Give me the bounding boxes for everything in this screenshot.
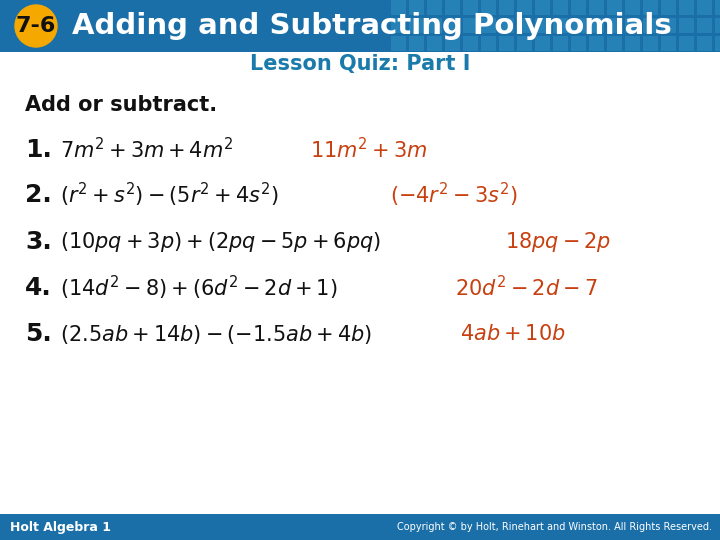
Text: Holt Algebra 1: Holt Algebra 1 [10, 521, 111, 534]
Bar [589, 18, 604, 33]
Bar [679, 0, 694, 15]
Bar [697, 18, 712, 33]
Bar [445, 36, 460, 51]
Bar [445, 0, 460, 15]
Bar [409, 36, 424, 51]
Bar [499, 0, 514, 15]
Bar [679, 36, 694, 51]
Bar [0, 514, 720, 540]
Bar [517, 0, 532, 15]
Bar [481, 0, 496, 15]
Bar [409, 18, 424, 33]
Bar [427, 0, 442, 15]
Bar [571, 18, 586, 33]
Bar [391, 18, 406, 33]
Bar [679, 18, 694, 33]
Bar [445, 18, 460, 33]
Text: $(r^2 + s^2) - (5r^2 + 4s^2)$: $(r^2 + s^2) - (5r^2 + 4s^2)$ [60, 181, 279, 209]
Text: $11m^2 + 3m$: $11m^2 + 3m$ [310, 137, 427, 163]
Text: $4ab + 10b$: $4ab + 10b$ [460, 324, 566, 344]
Text: $(10pq + 3p) + (2pq - 5p + 6pq)$: $(10pq + 3p) + (2pq - 5p + 6pq)$ [60, 230, 381, 254]
Bar [625, 0, 640, 15]
Bar [427, 36, 442, 51]
Bar [499, 18, 514, 33]
Bar [0, 0, 720, 52]
Text: Copyright © by Holt, Rinehart and Winston. All Rights Reserved.: Copyright © by Holt, Rinehart and Winsto… [397, 522, 712, 532]
Text: 1.: 1. [25, 138, 52, 162]
Text: 4.: 4. [25, 276, 52, 300]
Bar [661, 36, 676, 51]
Bar [715, 0, 720, 15]
Text: Adding and Subtracting Polynomials: Adding and Subtracting Polynomials [72, 12, 672, 40]
Bar [391, 0, 406, 15]
Bar [391, 36, 406, 51]
Bar [607, 36, 622, 51]
Bar [553, 0, 568, 15]
Bar [409, 0, 424, 15]
Text: 5.: 5. [25, 322, 52, 346]
Bar [715, 18, 720, 33]
Text: Add or subtract.: Add or subtract. [25, 95, 217, 115]
Text: Lesson Quiz: Part I: Lesson Quiz: Part I [250, 54, 470, 74]
Bar [553, 18, 568, 33]
Bar [715, 36, 720, 51]
Bar [427, 18, 442, 33]
Bar [517, 36, 532, 51]
Bar [463, 18, 478, 33]
Bar [643, 0, 658, 15]
Text: $18pq - 2p$: $18pq - 2p$ [505, 230, 611, 254]
Circle shape [15, 5, 57, 47]
Text: $7m^2 + 3m + 4m^2$: $7m^2 + 3m + 4m^2$ [60, 137, 233, 163]
Bar [589, 36, 604, 51]
Bar [607, 18, 622, 33]
Bar [481, 36, 496, 51]
Text: $20d^2 - 2d - 7$: $20d^2 - 2d - 7$ [455, 275, 598, 301]
Bar [589, 0, 604, 15]
Bar [643, 36, 658, 51]
Text: 7-6: 7-6 [16, 16, 56, 36]
Text: $(2.5ab + 14b) - (-1.5ab + 4b)$: $(2.5ab + 14b) - (-1.5ab + 4b)$ [60, 322, 372, 346]
Bar [553, 36, 568, 51]
Bar [625, 36, 640, 51]
Bar [463, 0, 478, 15]
Bar [481, 18, 496, 33]
Text: 3.: 3. [25, 230, 52, 254]
Bar [661, 18, 676, 33]
Bar [607, 0, 622, 15]
Bar [535, 18, 550, 33]
Text: $(-4r^2 - 3s^2)$: $(-4r^2 - 3s^2)$ [390, 181, 518, 209]
Bar [499, 36, 514, 51]
Bar [661, 0, 676, 15]
Text: $(14d^2 - 8) + (6d^2 - 2d + 1)$: $(14d^2 - 8) + (6d^2 - 2d + 1)$ [60, 274, 338, 302]
Bar [535, 36, 550, 51]
Bar [463, 36, 478, 51]
Bar [535, 0, 550, 15]
Bar [643, 18, 658, 33]
Bar [697, 0, 712, 15]
Bar [571, 0, 586, 15]
Text: 2.: 2. [25, 183, 52, 207]
Bar [571, 36, 586, 51]
Bar [625, 18, 640, 33]
Bar [517, 18, 532, 33]
Bar [697, 36, 712, 51]
